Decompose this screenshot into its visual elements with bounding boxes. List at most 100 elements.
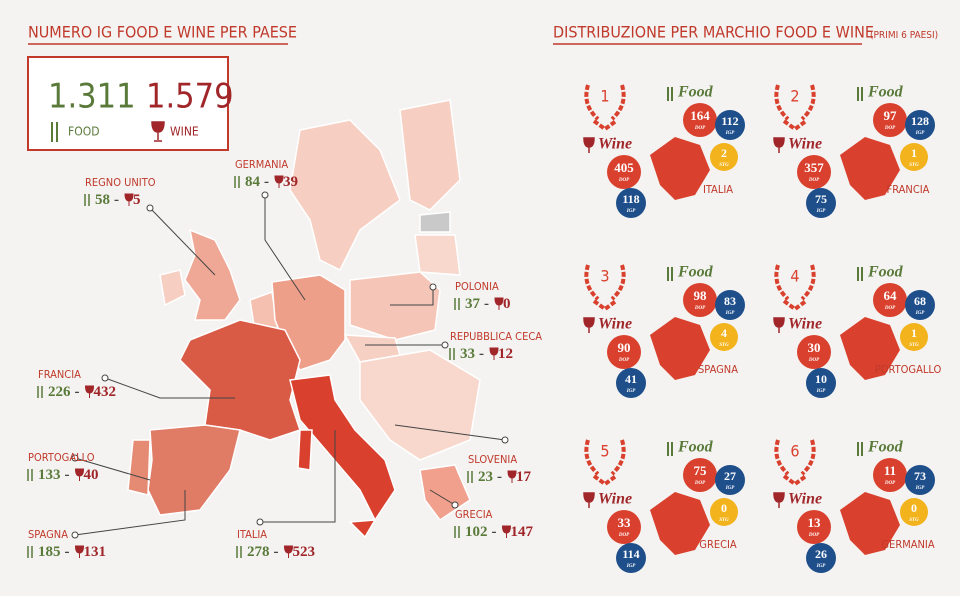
italy: [289, 374, 396, 522]
baltics: [414, 234, 461, 276]
badge-value: 357: [804, 160, 824, 175]
food-label: Food: [867, 439, 904, 456]
badge-value: 97: [884, 108, 898, 123]
wine-icon: [501, 525, 512, 538]
country-name: ITALIA: [237, 528, 267, 541]
food-count: 278: [247, 544, 270, 560]
country-values: 185-131: [38, 544, 106, 560]
separator: -: [274, 544, 279, 560]
food-count: 185: [38, 544, 61, 560]
laurel: [584, 84, 626, 132]
badge-label: IGP: [915, 311, 926, 316]
badge-label: IGP: [626, 209, 637, 214]
badge: [683, 283, 717, 317]
badge-label: STG: [909, 343, 919, 348]
badge: [683, 458, 717, 492]
country-shape: [840, 137, 900, 200]
badge-value: 41: [625, 372, 637, 386]
badge: [715, 110, 745, 140]
leader-line: [394, 424, 506, 441]
badge-value: 75: [694, 463, 708, 478]
country-name: GRECIA: [699, 538, 737, 551]
food-icon: [27, 546, 33, 558]
leader-dot: [71, 454, 79, 462]
badge-label: DOP: [884, 126, 896, 131]
badge-value: 64: [884, 288, 898, 303]
france: [179, 319, 301, 441]
badge-label: IGP: [816, 564, 827, 569]
country-values: 23-17: [478, 469, 532, 485]
badge: [873, 103, 907, 137]
leader-dot: [261, 191, 269, 199]
badge: [715, 465, 745, 495]
badge-value: 2: [721, 146, 727, 160]
country-name: SLOVENIA: [468, 453, 517, 466]
scandinavia: [289, 119, 401, 272]
food-count: 84: [245, 174, 261, 190]
wine-count: 5: [133, 192, 141, 208]
country-name: SPAGNA: [698, 363, 738, 376]
country-values: 84-39: [245, 174, 298, 190]
country-name: GERMANIA: [881, 538, 934, 551]
country-values: 226-432: [48, 384, 116, 400]
food-total: 1.311: [48, 77, 136, 117]
food-icon: [454, 298, 460, 310]
food-label: Food: [867, 84, 904, 101]
badge-value: 0: [721, 501, 727, 515]
badge-label: IGP: [915, 486, 926, 491]
badge: [607, 510, 641, 544]
country-values: 37-0: [465, 296, 511, 312]
right-subtitle: (PRIMI 6 PAESI): [870, 30, 938, 41]
country-name: PORTOGALLO: [875, 363, 942, 376]
separator: -: [497, 469, 502, 485]
wine-total: 1.579: [146, 77, 234, 117]
food-count: 37: [465, 296, 481, 312]
wine-count: 40: [84, 467, 99, 483]
leader-dot: [146, 204, 154, 212]
wine-label: WINE: [170, 125, 199, 139]
country-name: GERMANIA: [235, 158, 288, 171]
country-values: 33-12: [460, 346, 513, 362]
food-icon: [667, 267, 673, 281]
food-icon: [667, 87, 673, 101]
badge-label: IGP: [725, 131, 736, 136]
badge-value: 405: [614, 160, 634, 175]
wine-icon: [489, 347, 499, 360]
estonia: [419, 211, 451, 233]
badge-label: DOP: [808, 178, 820, 183]
right-title: DISTRIBUZIONE PER MARCHIO FOOD E WINE: [553, 23, 874, 42]
laurel: [584, 264, 626, 312]
badge-value: 1: [911, 146, 917, 160]
badge: [607, 155, 641, 189]
badge-label: STG: [719, 518, 729, 523]
leader-dot: [429, 283, 437, 291]
badge-label: DOP: [884, 481, 896, 486]
food-icon: [236, 546, 242, 558]
rank-number: 2: [790, 87, 799, 106]
country-name: REPUBBLICA CECA: [450, 330, 542, 343]
badge-value: 164: [690, 108, 710, 123]
badge: [905, 290, 935, 320]
badge-label: DOP: [694, 481, 706, 486]
badge: [900, 323, 928, 351]
rank-panel: 5 Food Wine GRECIA 75 DOP 27 IGP 0 STG 33 DOP 114 IGP: [583, 439, 745, 573]
badge-label: DOP: [808, 533, 820, 538]
food-count: 133: [38, 467, 61, 483]
sardinia: [297, 429, 313, 471]
rank-panel: 6 Food Wine GERMANIA 11 DOP 73 IGP 0 STG 13 DOP 26 IG…: [773, 439, 935, 573]
badge-value: 13: [808, 515, 822, 530]
food-icon: [454, 526, 460, 538]
wine-icon: [74, 468, 85, 481]
food-icon: [857, 442, 863, 456]
badge-value: 90: [618, 340, 631, 355]
badge: [710, 323, 738, 351]
leader-line: [149, 207, 216, 276]
wine-icon: [84, 385, 95, 398]
food-label: Food: [867, 264, 904, 281]
badge-label: STG: [719, 163, 729, 168]
country-name: FRANCIA: [887, 183, 930, 196]
wine-icon: [151, 121, 165, 142]
wine-icon: [124, 193, 134, 206]
badge: [806, 368, 836, 398]
